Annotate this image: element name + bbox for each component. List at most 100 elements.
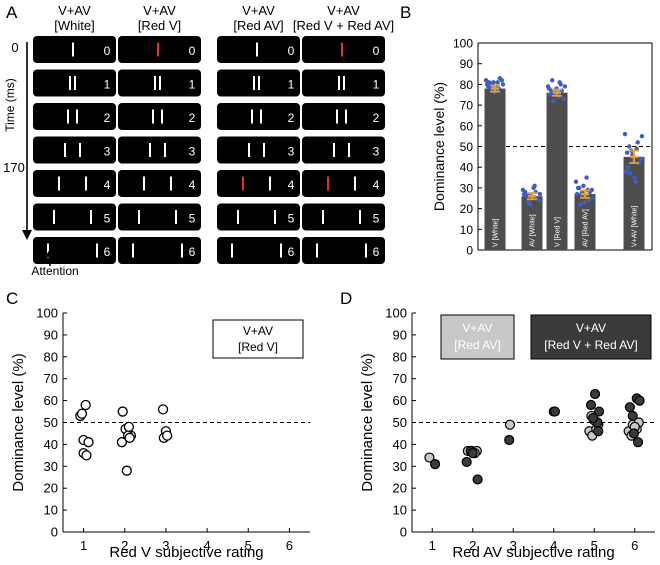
frame-number: 1 <box>104 78 111 92</box>
subject-point <box>574 191 580 197</box>
stimulus-bar <box>256 42 258 57</box>
stimulus-bar <box>322 210 324 224</box>
stimulus-frame-col2-row3: 3 <box>118 136 201 164</box>
stimulus-bar <box>53 210 55 224</box>
y-tick-label: 10 <box>460 223 474 237</box>
y-tick-label: 40 <box>393 437 407 452</box>
data-point-series-2 <box>587 413 599 424</box>
panel-d-letter: D <box>340 289 352 308</box>
panel-b-letter: B <box>400 3 411 22</box>
frame-number: 6 <box>288 245 295 259</box>
x-tick-label: 5 <box>245 538 252 553</box>
data-point <box>124 432 135 443</box>
frame-number: 6 <box>104 245 111 259</box>
bar-3 <box>574 194 596 250</box>
y-tick-label: 60 <box>460 119 474 133</box>
subject-point <box>625 165 631 170</box>
subject-point <box>581 183 586 189</box>
frame-number: 2 <box>189 111 196 125</box>
stimulus-frame-col1-row6: 6 <box>33 237 116 264</box>
data-point <box>121 465 132 476</box>
data-point-series-2 <box>429 459 441 470</box>
bar-4 <box>623 156 645 250</box>
stimulus-frame-col1-row4: 4 <box>33 170 116 197</box>
subject-point <box>532 183 537 189</box>
frame-number: 0 <box>373 44 380 58</box>
legend-1-line1: V+AV <box>462 321 492 335</box>
stimulus-bar <box>175 210 177 224</box>
x-tick-label: 1 <box>80 538 87 553</box>
stimulus-frame-col4-row3: 3 <box>302 136 385 164</box>
stimulus-frame-col2-row1: 1 <box>118 69 201 97</box>
subject-point <box>623 169 629 174</box>
column-4-header-bottom: [Red V + Red AV] <box>293 18 394 33</box>
stimulus-bar <box>269 176 271 191</box>
frame-number: 4 <box>104 178 111 192</box>
y-tick-label: 70 <box>393 371 407 386</box>
stimulus-bar <box>365 243 367 258</box>
stimulus-bar <box>164 143 166 157</box>
legend-line1: V+AV <box>243 324 273 338</box>
stimulus-bar <box>343 76 345 90</box>
y-tick-label: 70 <box>44 371 58 386</box>
stimulus-frame-col3-row4: 4 <box>217 170 300 197</box>
column-1-header-bottom: [White] <box>54 18 94 33</box>
data-point <box>80 399 91 411</box>
panel-b-bar-chart: 0 10 20 30 40 50 60 70 80 90 100 Dominance level (%… <box>431 37 653 258</box>
data-point <box>116 437 128 448</box>
y-tick-label: 100 <box>36 306 58 321</box>
stimulus-bar <box>72 42 74 57</box>
stimulus-bar <box>96 243 98 258</box>
subject-point <box>575 185 581 191</box>
y-tick-label: 40 <box>44 437 58 452</box>
data-point <box>157 404 169 415</box>
subject-point <box>483 78 489 83</box>
stimulus-frame-col4-row0: 0 <box>302 36 385 63</box>
stimulus-bar <box>237 210 239 224</box>
subject-point <box>561 96 567 102</box>
stimulus-bar <box>58 176 60 191</box>
y-axis-label: Dominance level (%) <box>359 353 376 491</box>
y-tick-label: 90 <box>44 327 58 342</box>
stimulus-frame-col3-row6: 6 <box>217 237 300 264</box>
panel-c-letter: C <box>6 289 18 308</box>
x-tick-label: 2 <box>121 538 128 553</box>
stimulus-bar <box>79 143 81 157</box>
frame-number: 2 <box>373 111 380 125</box>
y-tick-label: 20 <box>460 202 474 216</box>
panel-c-scatter: 0 10 20 30 40 50 60 70 80 90 100 Dominance level (%… <box>10 306 310 561</box>
y-tick-label: 10 <box>44 503 58 518</box>
subject-point <box>635 140 640 145</box>
stimulus-bar <box>260 109 262 124</box>
frame-number: 2 <box>104 111 111 125</box>
subject-point <box>537 191 543 197</box>
column-3-header-top: V+AV <box>242 3 275 18</box>
column-4-header-top: V+AV <box>327 3 360 18</box>
frame-number: 3 <box>104 145 111 159</box>
y-tick-label: 100 <box>385 306 407 321</box>
y-tick-label: 60 <box>393 393 407 408</box>
stimulus-bar <box>157 42 159 57</box>
frame-number: 5 <box>189 212 196 226</box>
stimulus-bar <box>345 109 347 124</box>
x-tick-label: 4 <box>203 538 210 553</box>
data-point <box>76 408 88 419</box>
data-point-series-2 <box>628 428 640 439</box>
stimulus-bar <box>263 143 265 157</box>
stimulus-bar <box>336 109 338 124</box>
stimulus-bar <box>251 109 253 124</box>
legend-red-av: V+AV [Red AV] <box>440 314 515 360</box>
y-tick-label: 90 <box>460 57 474 71</box>
bar-category-label-4: V+AV [White] <box>632 206 639 247</box>
data-point-series-2 <box>467 448 478 459</box>
subject-point <box>485 84 491 89</box>
stimulus-bar <box>149 143 151 157</box>
stimulus-frame-col1-row2: 2 <box>33 103 116 130</box>
x-tick-label: 1 <box>429 538 436 553</box>
data-point-series-2 <box>504 434 515 446</box>
y-tick-label: 80 <box>44 349 58 364</box>
frame-number: 4 <box>189 178 196 192</box>
column-2-header-top: V+AV <box>143 3 176 18</box>
frame-number: 4 <box>373 178 380 192</box>
bar-category-label-3: AV [Red AV] <box>583 209 590 247</box>
